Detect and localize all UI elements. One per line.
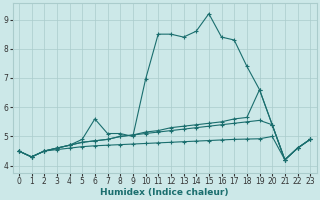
X-axis label: Humidex (Indice chaleur): Humidex (Indice chaleur) — [100, 188, 229, 197]
